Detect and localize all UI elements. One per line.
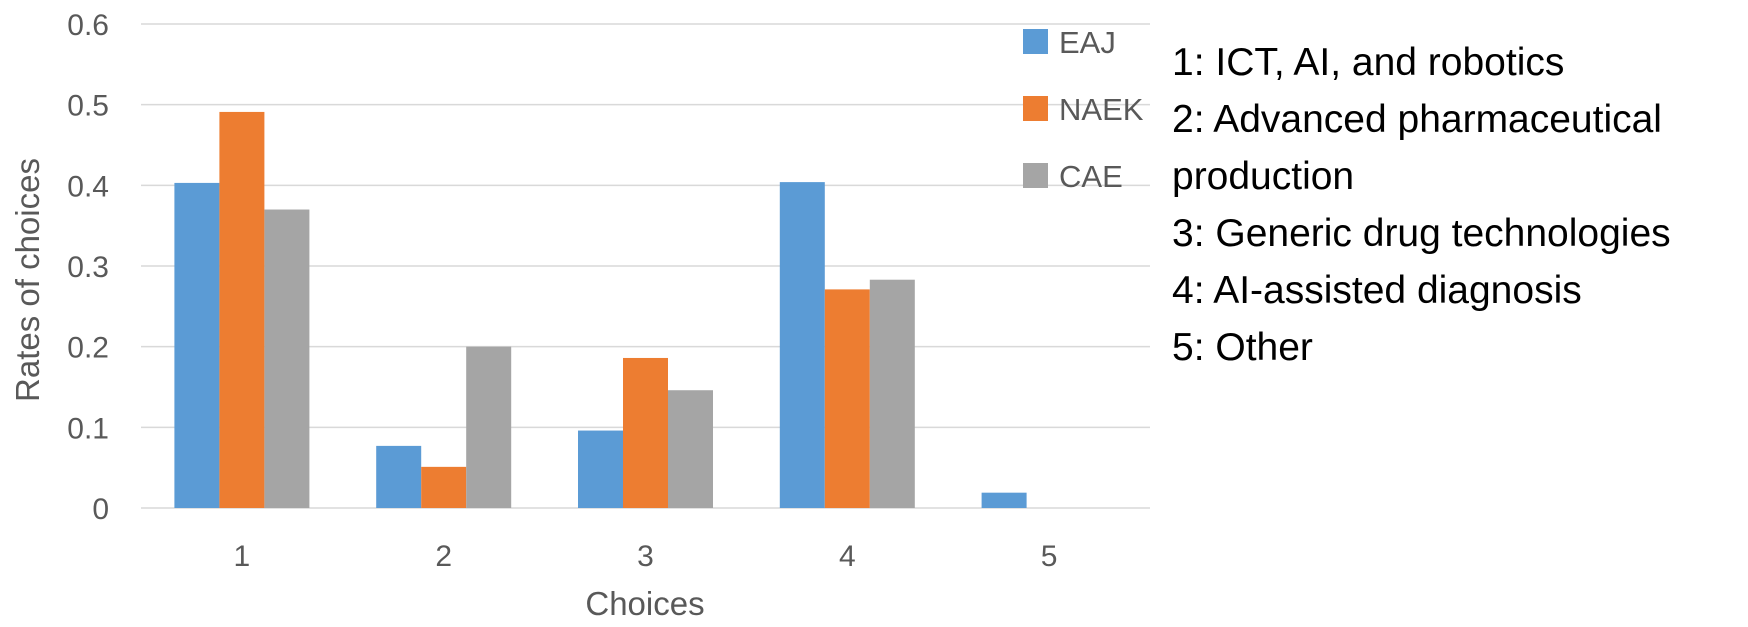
bars — [174, 111, 1027, 509]
y-tick-label: 0.5 — [67, 90, 109, 123]
x-axis-title: Choices — [585, 585, 704, 622]
bar-eaj-3 — [578, 430, 623, 508]
choice-key-item: 5: Other — [1172, 326, 1313, 369]
x-tick-label: 1 — [234, 540, 251, 573]
choice-key-item: 2: Advanced pharmaceutical — [1172, 98, 1662, 141]
bar-cae-1 — [264, 209, 310, 509]
choice-key-item: 4: AI-assisted diagnosis — [1172, 269, 1582, 312]
legend-swatch-eaj — [1023, 29, 1048, 54]
y-tick-label: 0.6 — [67, 9, 109, 42]
x-tick-labels: 1 2 3 4 5 — [234, 540, 1058, 573]
bar-cae-3 — [668, 390, 713, 508]
x-tick-label: 4 — [839, 540, 856, 573]
y-tick-label: 0.1 — [67, 412, 109, 445]
bar-eaj-4 — [779, 182, 825, 508]
choice-key-item: 1: ICT, AI, and robotics — [1172, 41, 1565, 84]
legend-label: CAE — [1059, 159, 1123, 194]
bar-chart: 0 0.1 0.2 0.3 0.4 0.5 0.6 1 2 3 4 5 EAJ NAEK CAE Rat… — [9, 9, 1150, 622]
y-tick-label: 0.4 — [67, 170, 109, 203]
legend-label: NAEK — [1059, 92, 1144, 127]
y-tick-label: 0.2 — [67, 332, 109, 365]
bar-eaj-1 — [174, 182, 220, 508]
choice-key-item: 3: Generic drug technologies — [1172, 212, 1671, 255]
x-tick-label: 2 — [435, 540, 452, 573]
choice-key-list: 1: ICT, AI, and robotics 2: Advanced pha… — [1172, 34, 1748, 376]
bar-naek-1 — [219, 111, 265, 508]
x-tick-label: 3 — [637, 540, 654, 573]
bar-cae-2 — [466, 346, 512, 508]
bar-cae-4 — [869, 279, 915, 508]
legend-swatch-naek — [1023, 96, 1048, 121]
legend: EAJ NAEK CAE — [1023, 25, 1144, 194]
choice-key-item: production — [1172, 155, 1355, 198]
x-tick-label: 5 — [1041, 540, 1058, 573]
y-tick-labels: 0 0.1 0.2 0.3 0.4 0.5 0.6 — [67, 9, 109, 526]
y-tick-label: 0 — [92, 493, 109, 526]
legend-label: EAJ — [1059, 25, 1116, 60]
y-tick-label: 0.3 — [67, 251, 109, 284]
legend-swatch-cae — [1023, 163, 1048, 188]
bar-naek-2 — [421, 466, 467, 508]
bar-naek-3 — [623, 357, 668, 508]
y-axis-title: Rates of choices — [9, 158, 46, 402]
bar-naek-4 — [824, 289, 870, 508]
bar-eaj-5 — [981, 492, 1027, 508]
bar-eaj-2 — [376, 445, 422, 508]
